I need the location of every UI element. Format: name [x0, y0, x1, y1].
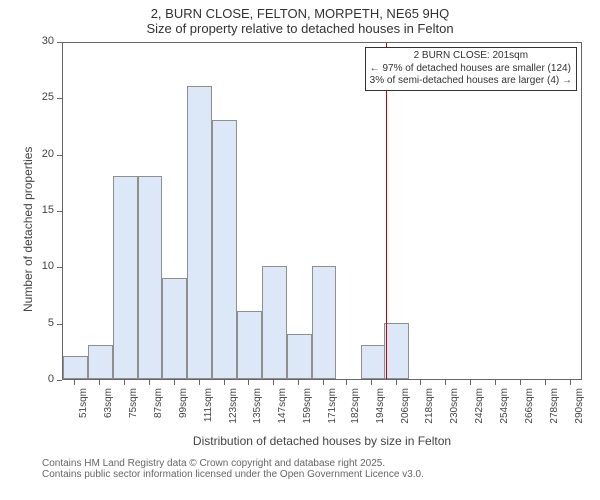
x-tick-label: 242sqm — [474, 388, 485, 436]
x-tick-mark — [248, 380, 249, 385]
x-tick-mark — [323, 380, 324, 385]
histogram-bar — [287, 334, 312, 379]
x-tick-mark — [298, 380, 299, 385]
x-tick-label: 194sqm — [375, 388, 386, 436]
x-tick-mark — [273, 380, 274, 385]
x-tick-label: 135sqm — [252, 388, 263, 436]
y-tick-mark — [57, 98, 62, 99]
y-tick-mark — [57, 211, 62, 212]
x-tick-label: 63sqm — [103, 388, 114, 436]
y-tick-label: 25 — [30, 91, 54, 103]
x-tick-label: 278sqm — [549, 388, 560, 436]
histogram-bar — [88, 345, 113, 379]
y-tick-mark — [57, 155, 62, 156]
x-tick-mark — [420, 380, 421, 385]
x-tick-label: 75sqm — [128, 388, 139, 436]
x-tick-mark — [224, 380, 225, 385]
histogram-bar — [187, 86, 212, 379]
annotation-box: 2 BURN CLOSE: 201sqm← 97% of detached ho… — [365, 47, 577, 91]
y-tick-label: 30 — [30, 35, 54, 47]
x-tick-mark — [495, 380, 496, 385]
x-tick-mark — [445, 380, 446, 385]
x-tick-mark — [174, 380, 175, 385]
x-tick-mark — [149, 380, 150, 385]
annotation-line1: 2 BURN CLOSE: 201sqm — [370, 50, 572, 63]
x-tick-mark — [124, 380, 125, 385]
histogram-bar — [212, 120, 237, 379]
x-tick-label: 147sqm — [277, 388, 288, 436]
marker-line — [386, 43, 387, 379]
x-tick-label: 171sqm — [327, 388, 338, 436]
x-tick-label: 206sqm — [400, 388, 411, 436]
x-tick-label: 159sqm — [302, 388, 313, 436]
x-tick-label: 51sqm — [78, 388, 89, 436]
y-tick-label: 15 — [30, 204, 54, 216]
x-tick-label: 230sqm — [449, 388, 460, 436]
x-tick-mark — [199, 380, 200, 385]
chart-title-sub: Size of property relative to detached ho… — [0, 21, 600, 36]
x-tick-label: 111sqm — [203, 388, 214, 436]
histogram-bar — [361, 345, 386, 379]
x-tick-mark — [371, 380, 372, 385]
footer-line1: Contains HM Land Registry data © Crown c… — [42, 458, 424, 469]
histogram-bar — [262, 266, 287, 379]
histogram-bar — [162, 278, 187, 379]
histogram-bar — [237, 311, 262, 379]
x-tick-label: 99sqm — [178, 388, 189, 436]
y-tick-mark — [57, 324, 62, 325]
histogram-bar — [63, 356, 88, 379]
plot-area: 2 BURN CLOSE: 201sqm← 97% of detached ho… — [62, 42, 582, 380]
x-tick-mark — [545, 380, 546, 385]
histogram-bar — [384, 323, 409, 379]
y-tick-mark — [57, 380, 62, 381]
x-tick-label: 87sqm — [153, 388, 164, 436]
x-tick-mark — [346, 380, 347, 385]
y-tick-mark — [57, 267, 62, 268]
y-tick-label: 20 — [30, 148, 54, 160]
annotation-line3: 3% of semi-detached houses are larger (4… — [370, 75, 572, 88]
x-tick-label: 182sqm — [350, 388, 361, 436]
chart-container: 2, BURN CLOSE, FELTON, MORPETH, NE65 9HQ… — [0, 0, 600, 500]
x-tick-mark — [570, 380, 571, 385]
x-tick-mark — [396, 380, 397, 385]
y-tick-label: 0 — [30, 373, 54, 385]
annotation-line2: ← 97% of detached houses are smaller (12… — [370, 63, 572, 76]
x-tick-mark — [99, 380, 100, 385]
y-tick-label: 5 — [30, 317, 54, 329]
x-tick-label: 266sqm — [524, 388, 535, 436]
x-tick-mark — [520, 380, 521, 385]
histogram-bar — [138, 176, 163, 379]
histogram-bar — [113, 176, 138, 379]
y-tick-mark — [57, 42, 62, 43]
x-tick-mark — [74, 380, 75, 385]
footer-line2: Contains public sector information licen… — [42, 469, 424, 480]
chart-title-main: 2, BURN CLOSE, FELTON, MORPETH, NE65 9HQ — [0, 0, 600, 21]
x-axis-label: Distribution of detached houses by size … — [62, 434, 582, 448]
histogram-bar — [312, 266, 337, 379]
y-tick-label: 10 — [30, 260, 54, 272]
x-tick-label: 123sqm — [228, 388, 239, 436]
x-tick-mark — [470, 380, 471, 385]
footer-text: Contains HM Land Registry data © Crown c… — [42, 458, 424, 480]
x-tick-label: 290sqm — [574, 388, 585, 436]
x-tick-label: 254sqm — [499, 388, 510, 436]
x-tick-label: 218sqm — [424, 388, 435, 436]
